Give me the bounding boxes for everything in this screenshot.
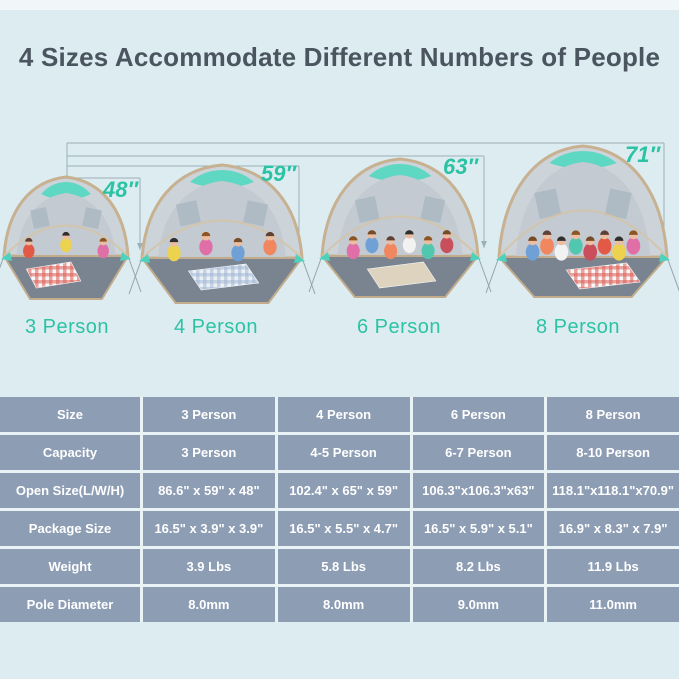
- tents-group: [0, 144, 679, 304]
- row-header-capacity: Capacity: [0, 435, 140, 470]
- spec-cell-r4c3: 11.9 Lbs: [547, 549, 679, 584]
- top-strip: [0, 0, 679, 10]
- row-header-open-size-l-w-h-: Open Size(L/W/H): [0, 473, 140, 508]
- spec-cell-r4c1: 5.8 Lbs: [277, 549, 410, 584]
- spec-cell-r0c3: 8 Person: [547, 397, 679, 432]
- row-header-package-size: Package Size: [0, 511, 140, 546]
- row-header-size: Size: [0, 397, 140, 432]
- page-title: 4 Sizes Accommodate Different Numbers of…: [18, 42, 661, 72]
- tent-person-label-2: 4 Person: [173, 316, 259, 338]
- spec-cell-r2c2: 106.3"x106.3"x63": [412, 473, 545, 508]
- spec-cell-r4c0: 3.9 Lbs: [143, 549, 275, 584]
- spec-cell-r1c0: 3 Person: [143, 435, 275, 470]
- tent-person-label-1: 3 Person: [24, 316, 110, 338]
- tent-height-label-4: 71″: [624, 142, 660, 167]
- tent-height-label-1: 48″: [102, 177, 138, 202]
- tent-illustration-2: [128, 163, 316, 304]
- spec-cell-r0c2: 6 Person: [412, 397, 545, 432]
- spec-cell-r1c1: 4-5 Person: [277, 435, 410, 470]
- spec-cell-r3c2: 16.5" x 5.9" x 5.1": [412, 511, 545, 546]
- spec-cell-r5c0: 8.0mm: [143, 587, 275, 622]
- spec-cell-r3c0: 16.5" x 3.9" x 3.9": [143, 511, 275, 546]
- row-header-weight: Weight: [0, 549, 140, 584]
- tent-height-label-2: 59″: [260, 161, 296, 186]
- spec-cell-r5c1: 8.0mm: [277, 587, 410, 622]
- spec-cell-r1c3: 8-10 Person: [547, 435, 679, 470]
- tent-height-label-3: 63″: [442, 154, 478, 179]
- spec-cell-r0c0: 3 Person: [143, 397, 275, 432]
- spec-cell-r0c1: 4 Person: [277, 397, 410, 432]
- spec-cell-r2c1: 102.4" x 65" x 59": [277, 473, 410, 508]
- row-header-pole-diameter: Pole Diameter: [0, 587, 140, 622]
- spec-cell-r3c1: 16.5" x 5.5" x 4.7": [277, 511, 410, 546]
- spec-table: Size 3 Person 4 Person 6 Person 8 Person Capa…: [0, 397, 679, 622]
- spec-cell-r2c3: 118.1"x118.1"x70.9": [547, 473, 679, 508]
- tent-person-label-3: 6 Person: [356, 316, 442, 338]
- tent-illustration-1: [0, 175, 142, 300]
- spec-cell-r5c2: 9.0mm: [412, 587, 545, 622]
- spec-cell-r1c2: 6-7 Person: [412, 435, 545, 470]
- tent-illustration-3: [308, 157, 492, 298]
- spec-cell-r3c3: 16.9" x 8.3" x 7.9": [547, 511, 679, 546]
- spec-cell-r2c0: 86.6" x 59" x 48": [143, 473, 275, 508]
- tent-person-label-4: 8 Person: [535, 316, 621, 338]
- tent-illustration-4: [485, 144, 679, 298]
- spec-cell-r5c3: 11.0mm: [547, 587, 679, 622]
- spec-cell-r4c2: 8.2 Lbs: [412, 549, 545, 584]
